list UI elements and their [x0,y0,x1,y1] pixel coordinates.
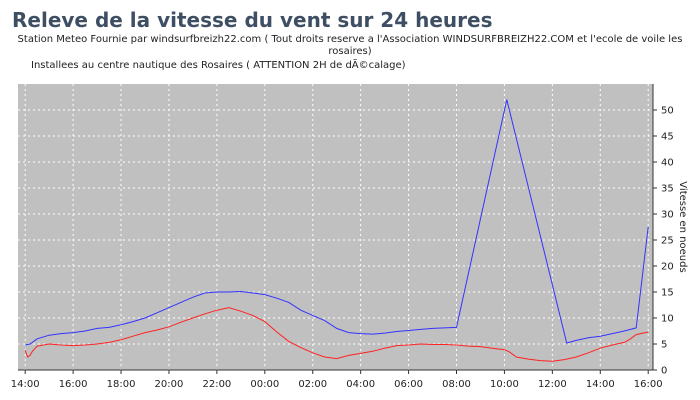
x-tick-label: 20:00 [155,379,184,390]
x-tick-label: 08:00 [442,379,471,390]
x-tick-label: 22:00 [202,379,231,390]
x-tick-label: 16:00 [634,379,663,390]
x-tick-label: 14:00 [11,379,40,390]
grid [18,84,653,371]
y-tick-label: 35 [661,184,674,195]
y-tick-label: 45 [661,132,674,143]
x-tick-label: 16:00 [59,379,88,390]
y-tick-label: 25 [661,236,674,247]
series-line-1 [25,99,649,346]
plot-area [18,84,653,370]
x-tick-label: 00:00 [250,379,279,390]
subtitle-line-3: Installees au centre nautique des Rosair… [31,60,406,71]
x-tick-label: 10:00 [490,379,519,390]
y-tick-label: 15 [661,288,674,299]
x-tick-label: 02:00 [298,379,327,390]
series-line-2 [24,307,649,362]
series-layer [24,99,649,362]
y-axis-title: Vitesse en noeuds [677,181,688,272]
y-tick-label: 10 [661,314,674,325]
subtitle-line-2: rosaires) [328,46,372,57]
y-tick-label: 30 [661,210,674,221]
x-tick-label: 18:00 [107,379,136,390]
x-tick-label: 12:00 [538,379,567,390]
y-tick-label: 0 [661,366,667,377]
y-tick-label: 40 [661,158,674,169]
chart-title: Releve de la vitesse du vent sur 24 heur… [12,8,493,32]
subtitle-line-1: Station Meteo Fournie par windsurfbreizh… [17,34,683,45]
axes: 14:00 16:00 18:00 20:00 22:00 00:00 02:00 04:00… [11,84,688,390]
y-tick-label: 50 [661,106,674,117]
x-tick-label: 06:00 [394,379,423,390]
y-tick-label: 5 [661,340,667,351]
x-tick-label: 04:00 [346,379,375,390]
y-tick-label: 20 [661,262,674,273]
x-tick-label: 14:00 [586,379,615,390]
